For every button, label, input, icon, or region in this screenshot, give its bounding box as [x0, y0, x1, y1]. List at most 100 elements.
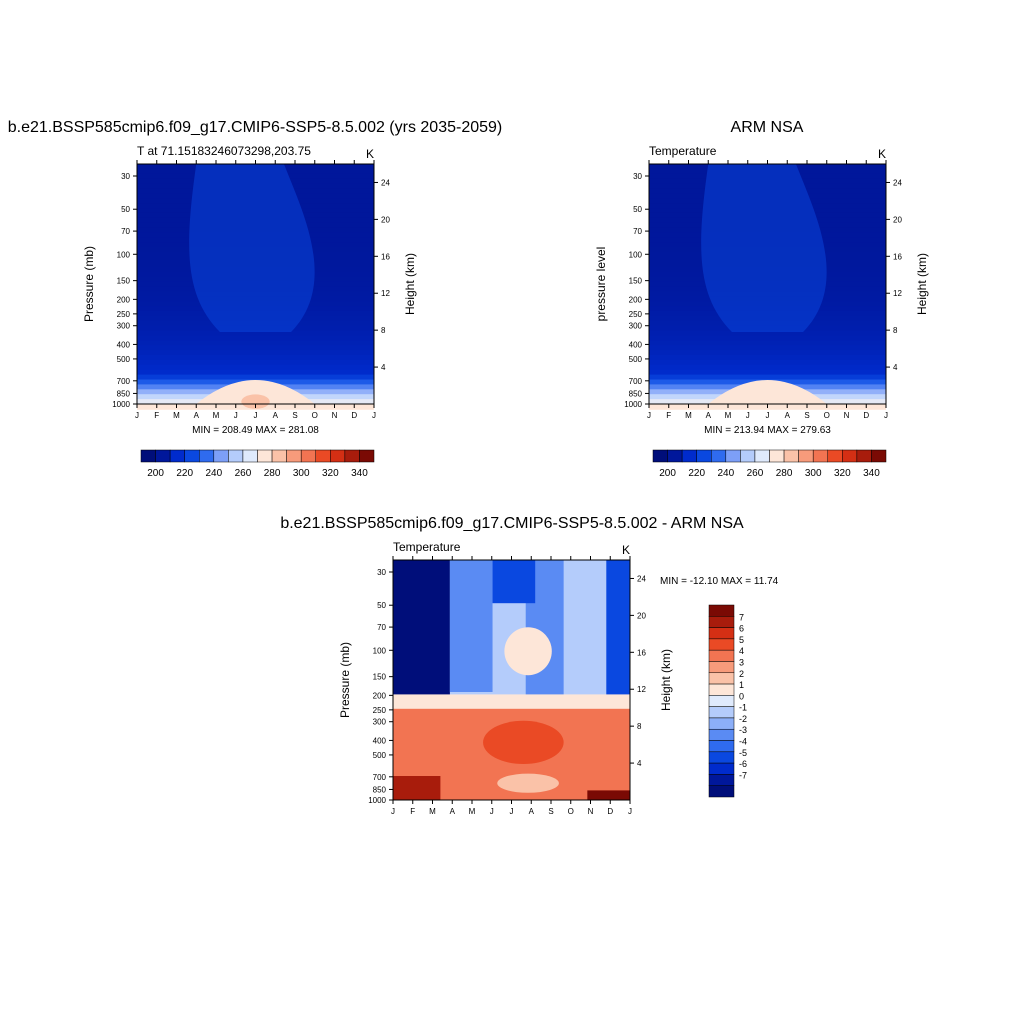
x-tick-label: M — [469, 807, 476, 816]
y-tick-label: 500 — [373, 751, 387, 760]
y-tick-label: 50 — [377, 601, 386, 610]
y2-axis-label: Height (km) — [915, 253, 929, 315]
x-tick-label: J — [746, 411, 750, 420]
x-tick-label: N — [588, 807, 594, 816]
contour-band — [137, 335, 374, 342]
y-tick-label: 500 — [117, 355, 131, 364]
colorbar-label: 280 — [776, 468, 793, 479]
colorbar-label: -6 — [739, 759, 747, 769]
x-tick-label: J — [135, 411, 139, 420]
cold-anomaly-jan-mar — [393, 560, 450, 709]
warm-upper-anomaly — [504, 627, 552, 676]
colorbar-box — [330, 449, 346, 463]
colorbar-label: 200 — [147, 468, 164, 479]
y-tick-label: 300 — [117, 322, 131, 331]
colorbar-label: 300 — [805, 468, 822, 479]
x-tick-label: J — [510, 807, 514, 816]
x-tick-label: J — [254, 411, 258, 420]
surface-warm-anomaly-dec — [587, 790, 630, 800]
colorbar-label: 340 — [351, 468, 368, 479]
tropopause-transition — [393, 694, 630, 712]
x-tick-label: A — [194, 411, 200, 420]
minmax-label: MIN = -12.10 MAX = 11.74 — [660, 576, 779, 587]
colorbar-box — [667, 449, 683, 463]
panel-model: b.e21.BSSP585cmip6.f09_g17.CMIP6-SSP5-8.… — [8, 119, 503, 479]
y-tick-label: 400 — [373, 736, 387, 745]
y-tick-label: 850 — [373, 785, 387, 794]
y-tick-label: 700 — [629, 377, 643, 386]
y-axis-label: Pressure (mb) — [82, 246, 96, 322]
colorbar-box — [257, 449, 273, 463]
colorbar-label: 3 — [739, 657, 744, 667]
x-tick-label: O — [312, 411, 318, 420]
colorbar-label: 240 — [205, 468, 222, 479]
x-tick-label: M — [173, 411, 180, 420]
upper-anomaly-a — [449, 560, 493, 692]
warm-core — [196, 380, 315, 404]
y-tick-label: 400 — [629, 340, 643, 349]
colorbar-box — [708, 616, 735, 628]
panel-subtitle: Temperature — [393, 540, 461, 554]
y2-tick-label: 4 — [893, 363, 898, 372]
summer-cool-spot — [497, 773, 559, 793]
minmax-label: MIN = 208.49 MAX = 281.08 — [192, 425, 319, 436]
colorbar-box — [708, 672, 735, 685]
y-tick-label: 250 — [629, 310, 643, 319]
y2-tick-label: 24 — [637, 574, 646, 583]
colorbar-label: -1 — [739, 703, 747, 713]
colorbar-label: 240 — [717, 468, 734, 479]
colorbar-label: 340 — [863, 468, 880, 479]
colorbar-box — [708, 627, 735, 640]
colorbar-label: 6 — [739, 624, 744, 634]
y2-tick-label: 24 — [381, 178, 390, 187]
colorbar-box — [708, 661, 735, 674]
colorbar-label: 320 — [322, 468, 339, 479]
contour-band — [649, 345, 886, 352]
x-tick-label: A — [450, 807, 456, 816]
y2-tick-label: 16 — [381, 252, 390, 261]
y-tick-label: 700 — [117, 377, 131, 386]
y2-axis-label: Height (km) — [659, 649, 673, 711]
colorbar-box — [708, 751, 735, 764]
contour-band — [649, 374, 886, 381]
x-tick-label: A — [785, 411, 791, 420]
x-tick-label: M — [429, 807, 436, 816]
colorbar-box — [754, 449, 770, 463]
colorbar-box — [827, 449, 843, 463]
colorbar-box — [708, 762, 735, 775]
y-tick-label: 70 — [121, 227, 130, 236]
colorbar-label: 220 — [688, 468, 705, 479]
colorbar-box — [184, 449, 200, 463]
contour-band — [137, 374, 374, 381]
colorbar-box — [359, 449, 375, 463]
y-tick-label: 300 — [373, 718, 387, 727]
y2-tick-label: 24 — [893, 178, 902, 187]
surface-warm-anomaly — [393, 776, 441, 800]
colorbar-box — [708, 717, 735, 730]
y2-tick-label: 4 — [381, 363, 386, 372]
colorbar-box — [228, 449, 244, 463]
colorbar-box — [708, 649, 735, 662]
x-tick-label: D — [607, 807, 613, 816]
x-tick-label: F — [666, 411, 671, 420]
contour-band — [649, 355, 886, 361]
colorbar-label: -2 — [739, 714, 747, 724]
x-tick-label: O — [568, 807, 574, 816]
y-tick-label: 100 — [629, 250, 643, 259]
colorbar-box — [708, 695, 735, 707]
colorbar-label: -7 — [739, 770, 747, 780]
colorbar-box — [708, 740, 735, 753]
contour-band — [649, 335, 886, 342]
y-tick-label: 50 — [121, 205, 130, 214]
contour-band — [137, 355, 374, 361]
x-tick-label: O — [824, 411, 830, 420]
colorbar-box — [740, 449, 756, 463]
panel-diff: b.e21.BSSP585cmip6.f09_g17.CMIP6-SSP5-8.… — [280, 515, 778, 816]
y-tick-label: 400 — [117, 340, 131, 349]
y-tick-label: 200 — [373, 691, 387, 700]
y-tick-label: 30 — [633, 172, 642, 181]
y2-tick-label: 12 — [381, 289, 390, 298]
y-tick-label: 30 — [377, 568, 386, 577]
colorbar-box — [652, 449, 668, 463]
colorbar-label: 5 — [739, 635, 744, 645]
